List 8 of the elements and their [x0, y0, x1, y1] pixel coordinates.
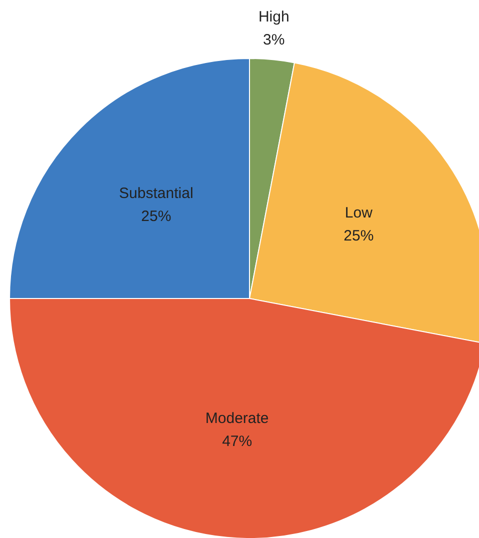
slice-label: High: [258, 8, 290, 26]
slice-label: Substantial: [119, 185, 194, 202]
data-label: 3%: [263, 31, 285, 48]
data-label: 25%: [344, 227, 374, 244]
slice-label: Low: [344, 204, 373, 222]
slice-label: Moderate: [205, 410, 269, 427]
data-label: 25%: [141, 208, 172, 226]
data-label: 47%: [222, 432, 252, 450]
